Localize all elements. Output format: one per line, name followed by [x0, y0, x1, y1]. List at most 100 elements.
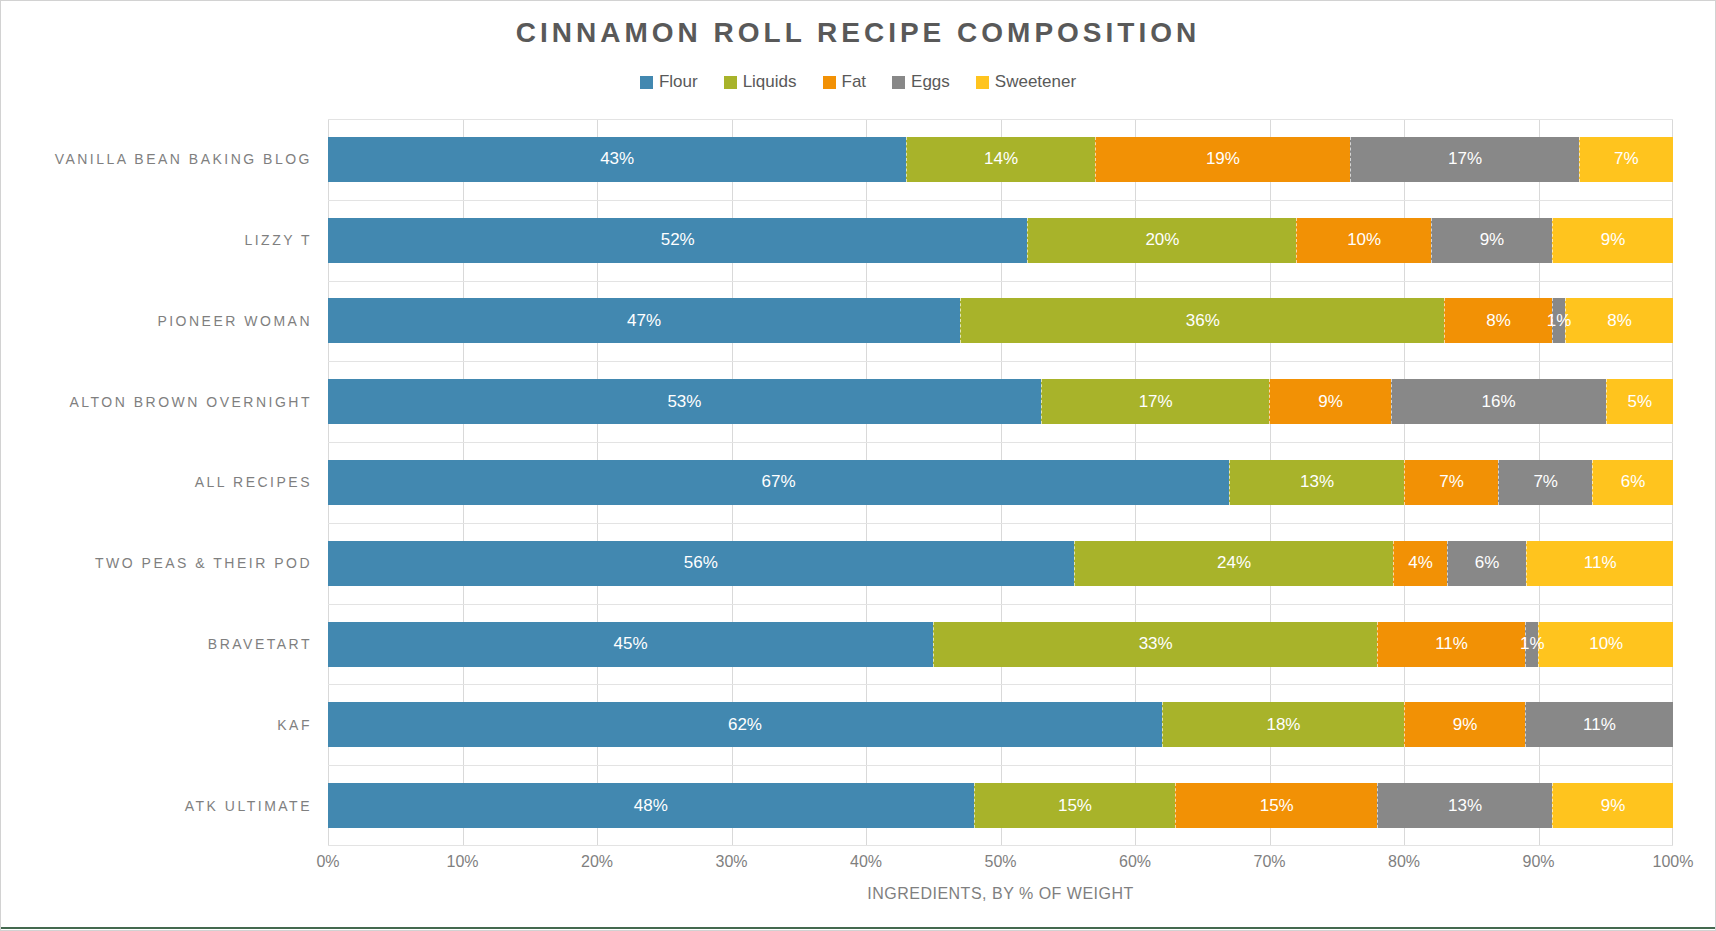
legend-item: Flour — [640, 72, 698, 92]
bar-value-label: 43% — [600, 149, 634, 169]
legend-label: Flour — [659, 72, 698, 92]
bar-row: 47%36%8%1%8% — [328, 281, 1673, 362]
category-label: VANILLA BEAN BAKING BLOG — [1, 119, 312, 200]
x-tick-label: 20% — [581, 853, 613, 871]
plot-area: 43%14%19%17%7%52%20%10%9%9%47%36%8%1%8%5… — [328, 119, 1673, 846]
bar-stack: 53% 17% 9% 16% 5% — [328, 379, 1673, 424]
bar-value-label: 13% — [1448, 796, 1482, 816]
x-tick-label: 60% — [1119, 853, 1151, 871]
bar-segment-liquids: 20% — [1027, 218, 1296, 263]
category-label: KAF — [1, 684, 312, 765]
category-label: LIZZY T — [1, 200, 312, 281]
bar-segment-liquids: 14% — [906, 137, 1094, 182]
bar-value-label: 8% — [1607, 311, 1632, 331]
bar-segment-sweetener: 7% — [1579, 137, 1673, 182]
bar-stack: 45% 33% 11%1% 10% — [328, 622, 1673, 667]
bar-stack: 48% 15% 15% 13% 9% — [328, 783, 1673, 828]
bar-value-label: 6% — [1475, 553, 1500, 573]
bar-value-label: 1% — [1547, 311, 1572, 331]
bar-value-label: 9% — [1318, 392, 1343, 412]
bar-value-label: 9% — [1480, 230, 1505, 250]
bar-segment-fat: 15% — [1175, 783, 1377, 828]
bar-value-label: 6% — [1621, 472, 1646, 492]
bar-segment-eggs: 1% — [1525, 622, 1538, 667]
bar-segment-fat: 4% — [1393, 541, 1446, 586]
bar-value-label: 15% — [1260, 796, 1294, 816]
bar-segment-fat: 8% — [1444, 298, 1552, 343]
x-tick-label: 100% — [1653, 853, 1694, 871]
bar-value-label: 13% — [1300, 472, 1334, 492]
legend-item: Fat — [823, 72, 867, 92]
bar-segment-sweetener: 10% — [1538, 622, 1673, 667]
bar-segment-eggs: 6% — [1447, 541, 1527, 586]
chart-canvas: CINNAMON ROLL RECIPE COMPOSITION Flour Li… — [0, 0, 1716, 931]
bar-value-label: 20% — [1145, 230, 1179, 250]
bar-value-label: 9% — [1601, 230, 1626, 250]
bar-segment-flour: 43% — [328, 137, 906, 182]
bar-segment-fat: 9% — [1404, 702, 1525, 747]
bar-segment-fat: 11% — [1377, 622, 1525, 667]
bar-value-label: 7% — [1614, 149, 1639, 169]
chart-title: CINNAMON ROLL RECIPE COMPOSITION — [1, 17, 1715, 49]
category-label: PIONEER WOMAN — [1, 281, 312, 362]
bar-value-label: 9% — [1601, 796, 1626, 816]
bar-value-label: 19% — [1206, 149, 1240, 169]
bar-row: 56%24%4%6%11% — [328, 523, 1673, 604]
bar-segment-fat: 9% — [1269, 379, 1390, 424]
legend-swatch-fat — [823, 76, 836, 89]
bar-value-label: 36% — [1186, 311, 1220, 331]
bar-value-label: 56% — [684, 553, 718, 573]
bar-value-label: 48% — [634, 796, 668, 816]
bar-stack: 52%20%10%9%9% — [328, 218, 1673, 263]
bar-value-label: 11% — [1583, 715, 1616, 735]
bar-segment-eggs: 11% — [1525, 702, 1673, 747]
bar-value-label: 17% — [1139, 392, 1173, 412]
category-axis: VANILLA BEAN BAKING BLOGLIZZY TPIONEER W… — [1, 119, 312, 846]
x-tick-label: 50% — [984, 853, 1016, 871]
legend-item: Eggs — [892, 72, 950, 92]
legend-swatch-liquids — [724, 76, 737, 89]
bar-value-label: 1% — [1520, 634, 1545, 654]
bar-segment-fat: 10% — [1296, 218, 1431, 263]
bar-segment-flour: 53% — [328, 379, 1041, 424]
bar-row: 45% 33% 11%1% 10% — [328, 604, 1673, 685]
bar-value-label: 10% — [1347, 230, 1381, 250]
bar-segment-liquids: 13% — [1229, 460, 1404, 505]
bar-segment-fat: 19% — [1095, 137, 1351, 182]
bar-segment-sweetener: 9% — [1552, 218, 1673, 263]
legend-label: Fat — [842, 72, 867, 92]
x-tick-label: 40% — [850, 853, 882, 871]
x-tick-label: 70% — [1253, 853, 1285, 871]
bar-value-label: 11% — [1584, 553, 1617, 573]
x-tick-label: 10% — [446, 853, 478, 871]
category-label: BRAVETART — [1, 604, 312, 685]
bar-value-label: 7% — [1439, 472, 1464, 492]
bar-value-label: 10% — [1589, 634, 1623, 654]
bar-value-label: 33% — [1139, 634, 1173, 654]
bar-value-label: 67% — [762, 472, 796, 492]
legend-swatch-sweetener — [976, 76, 989, 89]
bar-segment-liquids: 15% — [974, 783, 1176, 828]
bar-value-label: 9% — [1453, 715, 1478, 735]
bar-segment-flour: 48% — [328, 783, 974, 828]
bar-value-label: 5% — [1628, 392, 1653, 412]
x-tick-label: 0% — [316, 853, 339, 871]
bar-segment-flour: 67% — [328, 460, 1229, 505]
bar-row: 67%13%7%7%6% — [328, 442, 1673, 523]
bar-stack: 43%14%19%17%7% — [328, 137, 1673, 182]
legend-item: Liquids — [724, 72, 797, 92]
bar-segment-liquids: 18% — [1162, 702, 1404, 747]
legend-label: Liquids — [743, 72, 797, 92]
legend: FlourLiquidsFatEggsSweetener — [1, 72, 1715, 92]
bar-value-label: 16% — [1482, 392, 1516, 412]
bar-stack: 56%24%4%6%11% — [328, 541, 1673, 586]
bar-segment-liquids: 17% — [1041, 379, 1270, 424]
bar-segment-flour: 62% — [328, 702, 1162, 747]
bar-segment-flour: 47% — [328, 298, 960, 343]
bar-segment-eggs: 9% — [1431, 218, 1552, 263]
bar-value-label: 45% — [614, 634, 648, 654]
x-tick-label: 90% — [1522, 853, 1554, 871]
x-axis-ticks: 0%10%20%30%40%50%60%70%80%90%100% — [328, 853, 1673, 873]
bar-row: 43%14%19%17%7% — [328, 119, 1673, 200]
bar-row: 62%18% 9% 11% — [328, 684, 1673, 765]
